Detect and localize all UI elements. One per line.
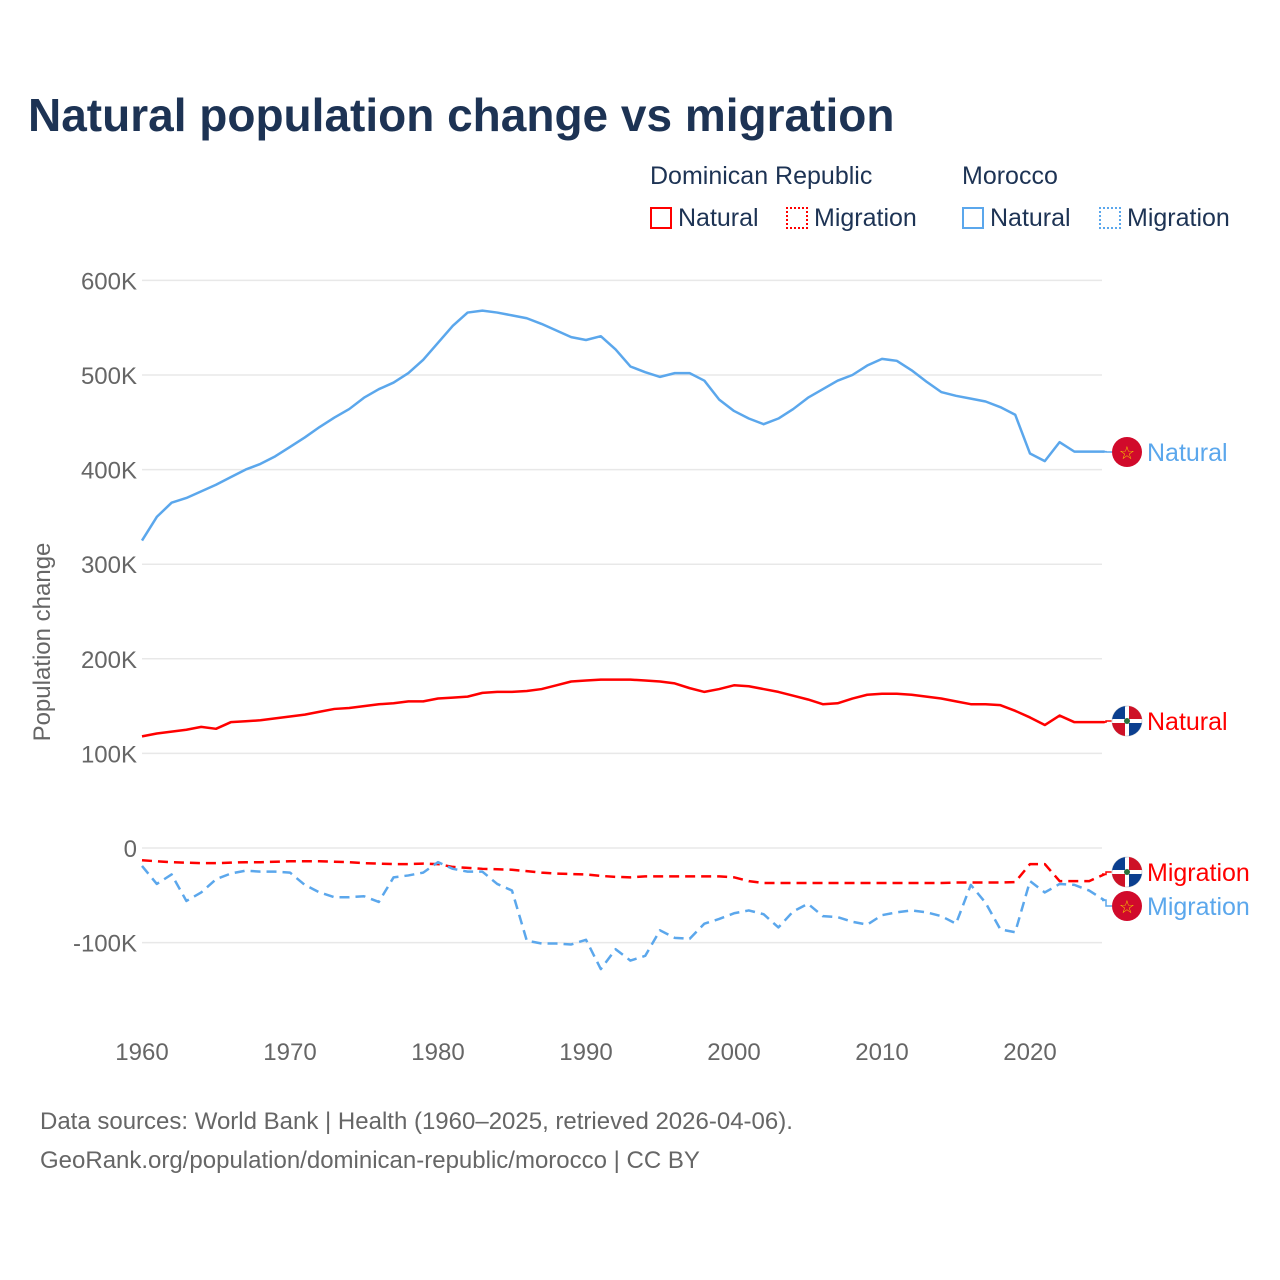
page-title: Natural population change vs migration bbox=[28, 89, 895, 141]
y-tick-label: 400K bbox=[81, 458, 137, 485]
legend-country-morocco: Morocco bbox=[962, 162, 1058, 190]
y-tick-label: 200K bbox=[81, 647, 137, 674]
legend-swatch-dotted-blue bbox=[1099, 207, 1121, 229]
legend-label: Natural bbox=[678, 204, 759, 232]
flag-emblem bbox=[1124, 869, 1130, 875]
flag-quadrant bbox=[1112, 857, 1127, 872]
flag-quadrant bbox=[1129, 706, 1142, 719]
legend-label: Migration bbox=[814, 204, 917, 232]
series-end-label: Natural bbox=[1147, 708, 1228, 736]
morocco-flag-icon bbox=[1112, 437, 1142, 467]
series-end-label: Natural bbox=[1147, 439, 1228, 467]
x-tick-label: 1960 bbox=[115, 1039, 168, 1066]
legend-item-dr-natural[interactable]: Natural bbox=[650, 204, 759, 233]
legend-country-dr: Dominican Republic bbox=[650, 162, 873, 190]
series-line-morocco-natural bbox=[140, 309, 1106, 542]
legend-item-dr-migration[interactable]: Migration bbox=[786, 204, 917, 233]
series-line-dominican-republic-natural bbox=[141, 678, 1106, 738]
flag-quadrant bbox=[1127, 872, 1142, 887]
series-end-label: Migration bbox=[1147, 859, 1250, 887]
y-tick-label: 600K bbox=[81, 268, 137, 295]
legend-swatch-solid-blue bbox=[962, 207, 984, 229]
y-tick-label: 500K bbox=[81, 363, 137, 390]
x-tick-label: 2010 bbox=[855, 1039, 908, 1066]
flag-quadrant bbox=[1127, 721, 1142, 736]
y-tick-label: -100K bbox=[73, 931, 137, 958]
legend-item-morocco-natural[interactable]: Natural bbox=[962, 204, 1071, 233]
y-tick-label: 100K bbox=[81, 741, 137, 768]
footer-link[interactable]: GeoRank.org/population/dominican-republi… bbox=[40, 1147, 700, 1174]
x-tick-label: 1970 bbox=[263, 1039, 316, 1066]
flag-quadrant bbox=[1112, 706, 1127, 721]
legend-swatch-dotted-red bbox=[786, 207, 808, 229]
flag-quadrant bbox=[1129, 857, 1142, 870]
flag-emblem bbox=[1124, 718, 1130, 724]
series-line-dominican-republic-migration bbox=[141, 859, 1106, 885]
label-connector bbox=[1102, 720, 1112, 723]
legend-label: Natural bbox=[990, 204, 1071, 232]
label-connector bbox=[1102, 871, 1112, 876]
series-end-label: Migration bbox=[1147, 893, 1250, 921]
star-icon: ☆ bbox=[1119, 897, 1135, 917]
legend-swatch-solid-red bbox=[650, 207, 672, 229]
label-connector bbox=[1102, 899, 1112, 907]
x-tick-label: 2000 bbox=[707, 1039, 760, 1066]
flag-quadrant bbox=[1112, 723, 1125, 736]
x-tick-label: 1990 bbox=[559, 1039, 612, 1066]
star-icon: ☆ bbox=[1119, 443, 1135, 463]
series-line-morocco-migration bbox=[141, 860, 1106, 971]
morocco-flag-icon bbox=[1112, 891, 1142, 921]
legend-label: Migration bbox=[1127, 204, 1230, 232]
flag-quadrant bbox=[1112, 874, 1125, 887]
y-axis-label: Population change bbox=[29, 543, 56, 742]
footer-sources: Data sources: World Bank | Health (1960–… bbox=[40, 1108, 793, 1135]
y-tick-label: 0 bbox=[124, 836, 137, 863]
x-tick-label: 2020 bbox=[1003, 1039, 1056, 1066]
legend-item-morocco-migration[interactable]: Migration bbox=[1099, 204, 1230, 233]
x-tick-label: 1980 bbox=[411, 1039, 464, 1066]
y-tick-label: 300K bbox=[81, 552, 137, 579]
